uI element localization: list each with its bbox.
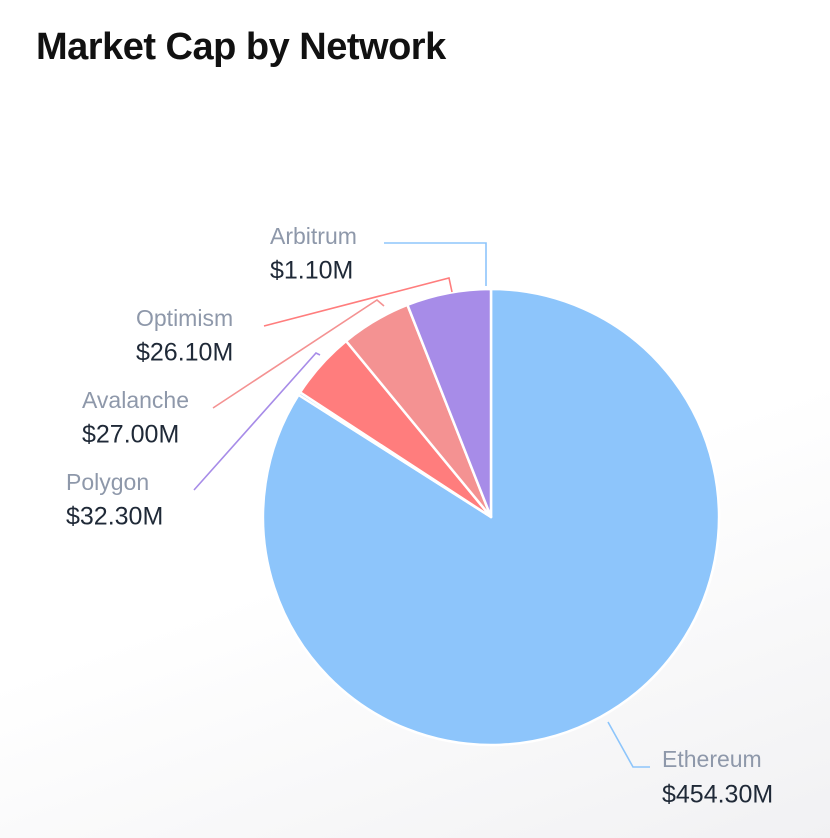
slice-label-optimism: Optimism [136, 305, 233, 331]
leader-line-arbitrum [384, 242, 487, 286]
slice-label-ethereum: Ethereum [662, 746, 762, 772]
leader-line-optimism [263, 277, 453, 327]
slice-label-polygon: Polygon [66, 469, 149, 495]
slice-label-avalanche: Avalanche [82, 387, 189, 413]
slice-value-polygon: $32.30M [66, 503, 163, 531]
leader-line-polygon [193, 352, 321, 491]
slice-value-arbitrum: $1.10M [270, 257, 353, 285]
slice-label-arbitrum: Arbitrum [270, 223, 357, 249]
slice-value-avalanche: $27.00M [82, 421, 179, 449]
slice-value-optimism: $26.10M [136, 339, 233, 367]
pie-slice-polygon[interactable] [406, 287, 493, 519]
leader-line-ethereum [607, 721, 650, 768]
leader-line-avalanche [212, 299, 385, 409]
slice-value-ethereum: $454.30M [662, 781, 773, 809]
chart-title: Market Cap by Network [36, 26, 446, 68]
